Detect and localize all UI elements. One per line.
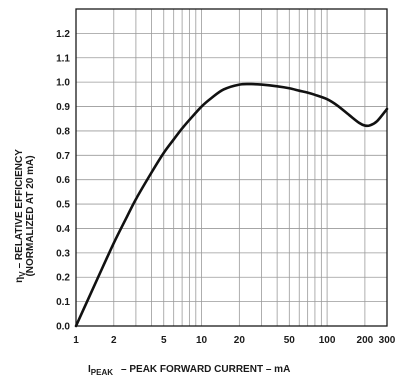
x-axis-subscript: PEAK — [91, 368, 113, 377]
x-axis-text: – PEAK FORWARD CURRENT – mA — [121, 364, 290, 375]
efficiency-curve — [74, 82, 389, 328]
y-tick-label: 0.0 — [56, 322, 70, 333]
x-tick-label: 20 — [234, 335, 246, 346]
y-tick-label: 0.3 — [56, 248, 70, 259]
x-tick-label: 50 — [284, 335, 296, 346]
y-tick-label: 0.1 — [56, 297, 70, 308]
y-axis-label: ηV – RELATIVE EFFICIENCY (NORMALIZED AT 2… — [14, 149, 36, 283]
x-tick-label: 200 — [357, 335, 374, 346]
y-tick-label: 0.9 — [56, 102, 70, 113]
y-tick-label: 1.2 — [56, 29, 70, 40]
ticks-layer: 1 2 5 10 20 50 100 200 300 0.0 0.1 0.2 0.3 0.4 0.5 0.6 0… — [56, 29, 396, 346]
y-axis-line1: – RELATIVE EFFICIENCY — [14, 149, 25, 269]
y-tick-label: 0.6 — [56, 175, 70, 186]
y-tick-label: 0.7 — [56, 151, 70, 162]
y-tick-label: 0.4 — [56, 224, 70, 235]
y-axis-line2: (NORMALIZED AT 20 mA) — [25, 155, 36, 276]
x-axis-label: IPEAK – PEAK FORWARD CURRENT – mA — [88, 364, 290, 377]
x-tick-label: 10 — [196, 335, 208, 346]
y-axis-subscript: V — [18, 271, 27, 277]
y-tick-label: 0.2 — [56, 273, 70, 284]
y-tick-label: 0.8 — [56, 126, 70, 137]
y-tick-label: 1.1 — [56, 53, 70, 64]
y-tick-label: 1.0 — [56, 78, 70, 89]
x-axis-symbol: I — [88, 364, 91, 375]
series-layer — [74, 82, 389, 328]
plot-frame — [75, 8, 388, 327]
x-tick-label: 5 — [161, 335, 167, 346]
x-tick-label: 2 — [111, 335, 117, 346]
y-axis-symbol: η — [14, 277, 25, 283]
grid-layer — [76, 9, 387, 326]
y-tick-label: 0.5 — [56, 200, 70, 211]
svg-text:ηV– RELATIVE EFFICIENCY: ηV – RELATIVE EFFICIENCY — [14, 149, 27, 283]
x-tick-label: 1 — [73, 335, 79, 346]
x-tick-label: 100 — [319, 335, 336, 346]
x-tick-label: 300 — [379, 335, 396, 346]
